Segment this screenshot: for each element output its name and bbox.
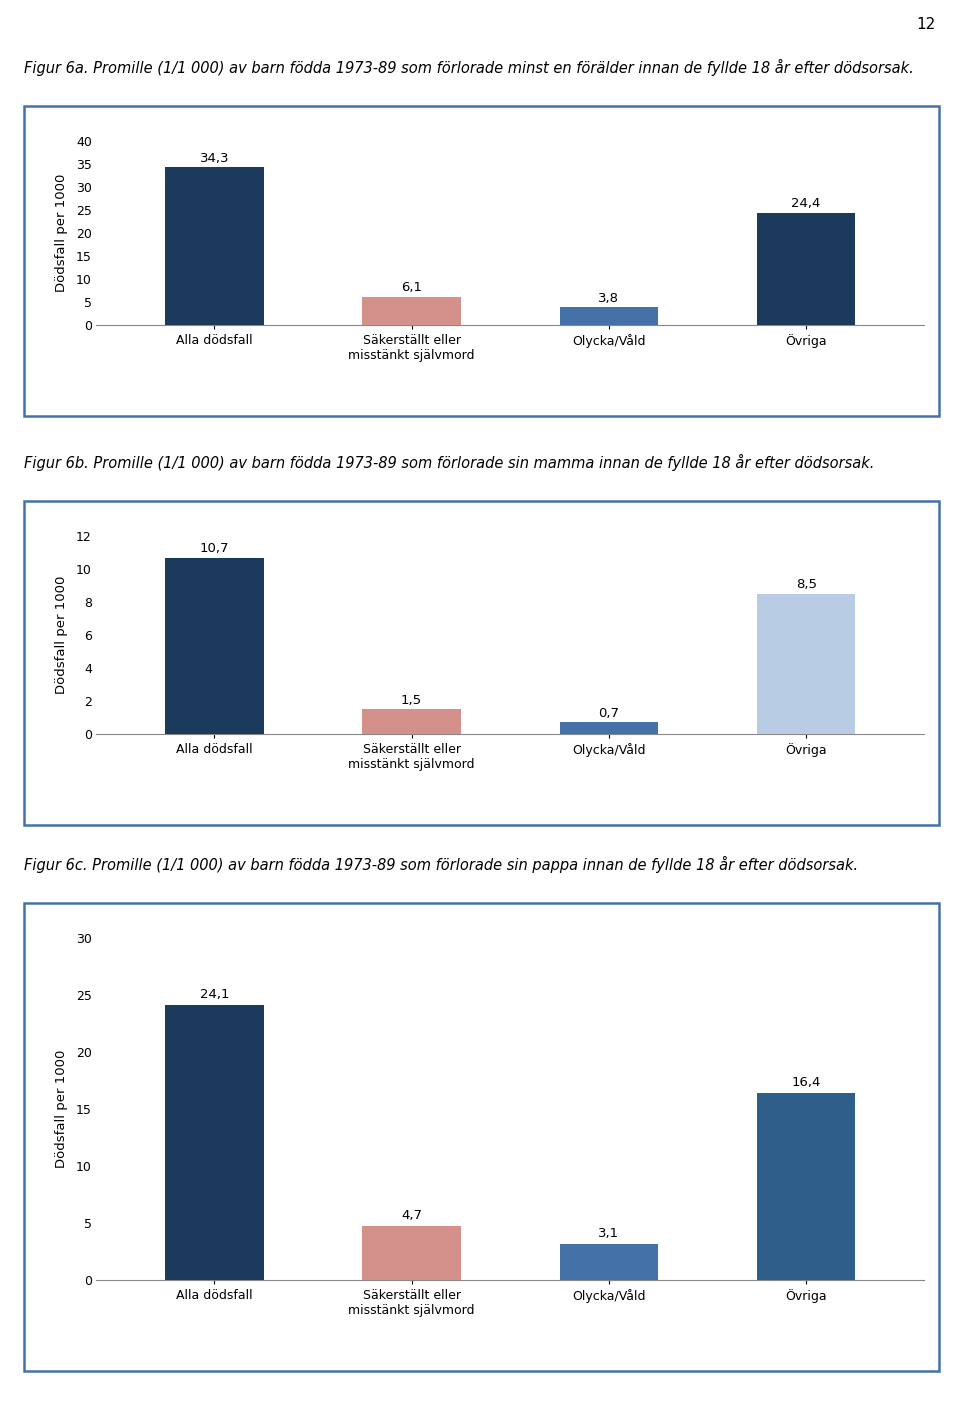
Bar	[756, 594, 855, 734]
Y-axis label: Dödsfall per 1000: Dödsfall per 1000	[55, 174, 67, 292]
Y-axis label: Dödsfall per 1000: Dödsfall per 1000	[55, 576, 67, 694]
Bar	[560, 1245, 659, 1280]
Text: 8,5: 8,5	[796, 579, 817, 591]
Text: 24,1: 24,1	[200, 988, 229, 1002]
Text: 16,4: 16,4	[791, 1077, 821, 1089]
Text: 24,4: 24,4	[791, 198, 821, 210]
Text: 3,8: 3,8	[598, 292, 619, 305]
Bar	[165, 557, 264, 734]
Bar	[560, 308, 659, 325]
Bar	[165, 1006, 264, 1280]
Bar	[362, 708, 461, 734]
Y-axis label: Dödsfall per 1000: Dödsfall per 1000	[55, 1050, 67, 1168]
Text: Figur 6c. Promille (1/1 000) av barn födda 1973-89 som förlorade sin pappa innan: Figur 6c. Promille (1/1 000) av barn föd…	[24, 856, 858, 873]
Text: 0,7: 0,7	[598, 707, 619, 720]
Bar	[756, 1094, 855, 1280]
Text: 10,7: 10,7	[200, 542, 229, 555]
Text: Figur 6a. Promille (1/1 000) av barn födda 1973-89 som förlorade minst en föräld: Figur 6a. Promille (1/1 000) av barn föd…	[24, 59, 914, 76]
Text: 6,1: 6,1	[401, 281, 422, 295]
Bar	[165, 168, 264, 325]
Text: 3,1: 3,1	[598, 1228, 619, 1240]
Bar	[756, 213, 855, 325]
Bar	[362, 296, 461, 325]
Text: 12: 12	[917, 17, 936, 32]
Bar	[362, 1226, 461, 1280]
Text: 1,5: 1,5	[401, 694, 422, 707]
Text: 4,7: 4,7	[401, 1209, 422, 1222]
Text: 34,3: 34,3	[200, 152, 229, 165]
Bar	[560, 722, 659, 734]
Text: Figur 6b. Promille (1/1 000) av barn födda 1973-89 som förlorade sin mamma innan: Figur 6b. Promille (1/1 000) av barn föd…	[24, 454, 875, 471]
